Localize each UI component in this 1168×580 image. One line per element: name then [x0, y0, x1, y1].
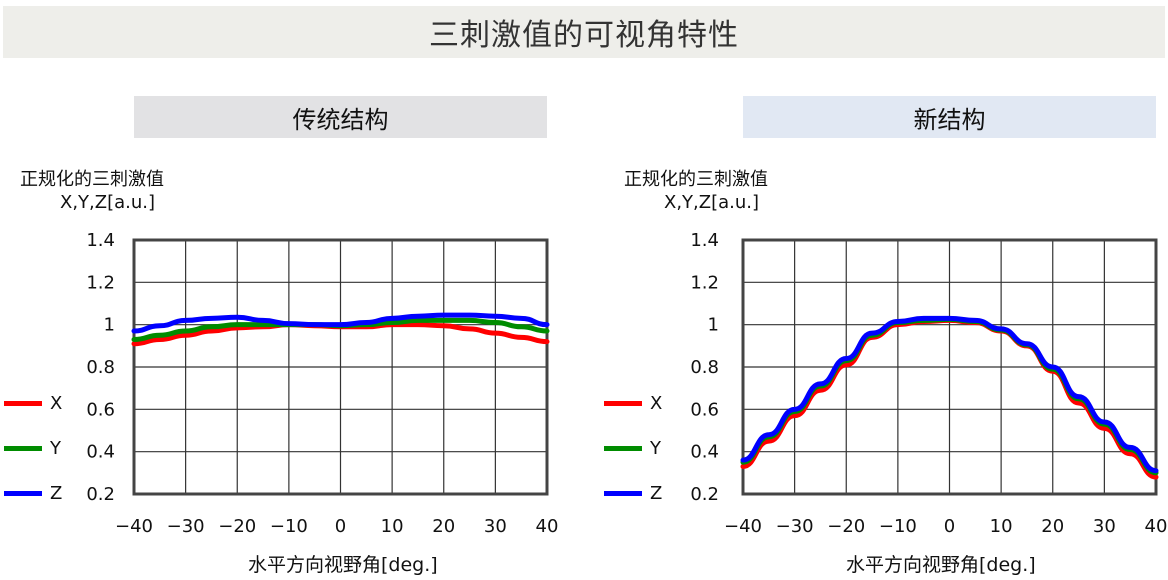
y-tick-label: 1 — [708, 315, 719, 336]
legend-item-y: Y — [604, 436, 661, 460]
legend-label: X — [50, 392, 63, 414]
x-tick-label: 0 — [335, 516, 346, 537]
legend-swatch-y — [604, 445, 642, 451]
x-tick-label: 0 — [944, 516, 955, 537]
legend-item-x: X — [4, 391, 62, 415]
page-title: 三刺激值的可视角特性 — [3, 6, 1165, 58]
y-tick-label: 0.6 — [690, 399, 719, 420]
y-tick-label: 0.2 — [86, 484, 115, 505]
legend-swatch-x — [4, 400, 42, 406]
legend-item-z: Z — [604, 481, 662, 505]
legend-label: Z — [50, 482, 63, 504]
legend-label: Y — [650, 437, 661, 459]
plot-frame — [741, 238, 1158, 496]
legend-item-x: X — [604, 391, 662, 415]
legend-swatch-x — [604, 400, 642, 406]
x-tick-label: −30 — [167, 516, 205, 537]
legend-label: Z — [650, 482, 663, 504]
x-tick-label: 10 — [381, 516, 404, 537]
gridlines — [133, 239, 548, 495]
legend-label: X — [650, 392, 663, 414]
series-lines — [131, 312, 550, 347]
x-tick-label: 10 — [990, 516, 1013, 537]
x-tick-label: −20 — [218, 516, 256, 537]
chart-title: 传统结构 — [134, 96, 547, 138]
x-tick-label: −20 — [827, 516, 865, 537]
x-axis-label: 水平方向视野角[deg.] — [248, 554, 438, 576]
x-tick-label: −40 — [115, 516, 153, 537]
plot-frame — [132, 238, 549, 496]
y-tick-label: 1.4 — [690, 230, 719, 251]
chart-panel-new: 新结构 正规化的三刺激值 X,Y,Z[a.u.] 0.2 0.4 0.6 0.8 1 1.… — [584, 0, 1168, 580]
y-tick-label: 0.8 — [86, 357, 115, 378]
x-tick-label: 20 — [1041, 516, 1064, 537]
y-tick-label: 0.4 — [86, 442, 115, 463]
line-chart: 0.2 0.4 0.6 0.8 1 1.2 1.4 −40 −30 −20 −10 0 10 20 30 40 — [690, 230, 1168, 537]
y-axis-label: 正规化的三刺激值 — [624, 169, 768, 190]
chart-panel-traditional: 传统结构 正规化的三刺激值 X,Y,Z[a.u.] 0.2 0.4 0.6 0.8 1 1… — [4, 96, 559, 576]
x-tick-label: 40 — [536, 516, 559, 537]
y-tick-label: 1.4 — [86, 230, 115, 251]
x-tick-label: −10 — [270, 516, 308, 537]
chart-title: 新结构 — [743, 96, 1156, 138]
y-tick-label: 0.6 — [86, 399, 115, 420]
x-tick-label: 20 — [432, 516, 455, 537]
y-tick-label: 0.4 — [690, 442, 719, 463]
y-axis-unit-label: X,Y,Z[a.u.] — [60, 192, 156, 213]
x-tick-label: 30 — [1093, 516, 1116, 537]
y-tick-label: 1.2 — [86, 272, 115, 293]
y-tick-label: 1 — [104, 315, 115, 336]
series-line-z — [131, 312, 550, 334]
series-line-z — [740, 315, 1159, 474]
legend-label: Y — [50, 437, 61, 459]
gridlines — [742, 239, 1157, 495]
y-axis-unit-label: X,Y,Z[a.u.] — [664, 192, 760, 213]
x-tick-label: 30 — [484, 516, 507, 537]
legend-item-y: Y — [4, 436, 61, 460]
x-axis-label: 水平方向视野角[deg.] — [846, 554, 1036, 576]
legend-swatch-y — [4, 445, 42, 451]
legend-item-z: Z — [4, 481, 62, 505]
series-lines — [740, 315, 1159, 480]
x-tick-label: −40 — [724, 516, 762, 537]
x-tick-label: −10 — [879, 516, 917, 537]
legend-swatch-z — [604, 490, 642, 496]
x-tick-label: −30 — [776, 516, 814, 537]
line-chart: 0.2 0.4 0.6 0.8 1 1.2 1.4 −40 −30 −20 −10 0 10 20 30 40 — [86, 230, 559, 537]
y-tick-label: 1.2 — [690, 272, 719, 293]
x-tick-label: 40 — [1145, 516, 1168, 537]
y-tick-label: 0.2 — [690, 484, 719, 505]
y-tick-label: 0.8 — [690, 357, 719, 378]
legend-swatch-z — [4, 490, 42, 496]
y-axis-label: 正规化的三刺激值 — [20, 169, 164, 190]
